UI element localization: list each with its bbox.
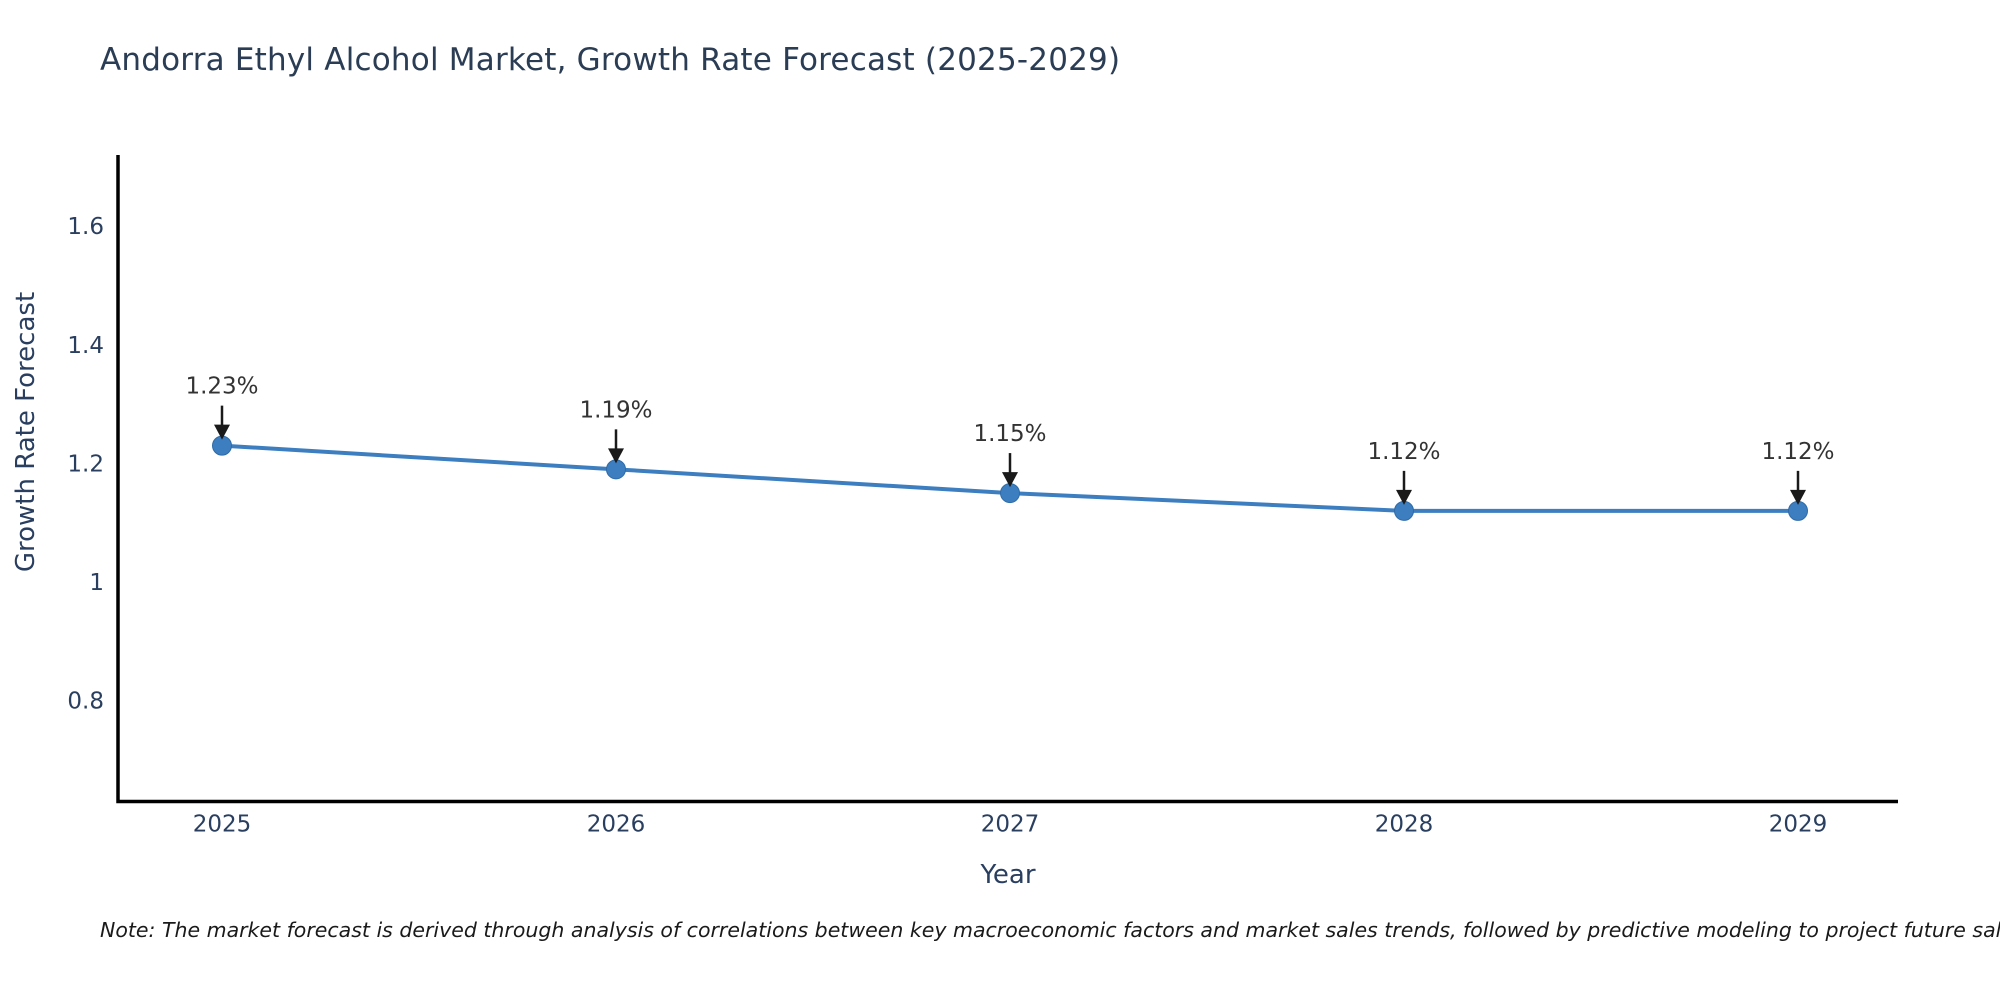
x-axis-tick-label: 2027 (981, 812, 1040, 838)
y-axis-tick-label: 0.8 (67, 689, 104, 715)
y-axis-tick-label: 1.2 (67, 451, 104, 477)
annotation-arrow-head (1790, 489, 1806, 505)
y-axis-tick-label: 1.4 (67, 333, 104, 359)
point-annotation-label: 1.23% (185, 374, 258, 400)
x-axis-tick-label: 2026 (587, 812, 646, 838)
x-axis-tick-label: 2025 (193, 812, 252, 838)
annotation-arrow-head (608, 448, 624, 464)
annotation-arrow-head (214, 424, 230, 440)
x-axis-tick-label: 2029 (1769, 812, 1828, 838)
axis-line (116, 155, 1898, 804)
y-axis-tick-label: 1 (89, 570, 104, 596)
chart-title: Andorra Ethyl Alcohol Market, Growth Rat… (100, 42, 1121, 78)
annotation-arrow-head (1396, 489, 1412, 505)
y-axis-tick-label: 1.6 (67, 214, 104, 240)
point-annotation-label: 1.12% (1367, 439, 1440, 465)
point-annotation-label: 1.19% (579, 397, 652, 423)
footnote: Note: The market forecast is derived thr… (100, 918, 2000, 942)
point-annotation-label: 1.12% (1761, 439, 1834, 465)
x-axis-tick-label: 2028 (1375, 812, 1434, 838)
annotation-arrow-head (1002, 472, 1018, 488)
point-annotation-label: 1.15% (973, 421, 1046, 447)
x-axis-title: Year (980, 860, 1036, 890)
